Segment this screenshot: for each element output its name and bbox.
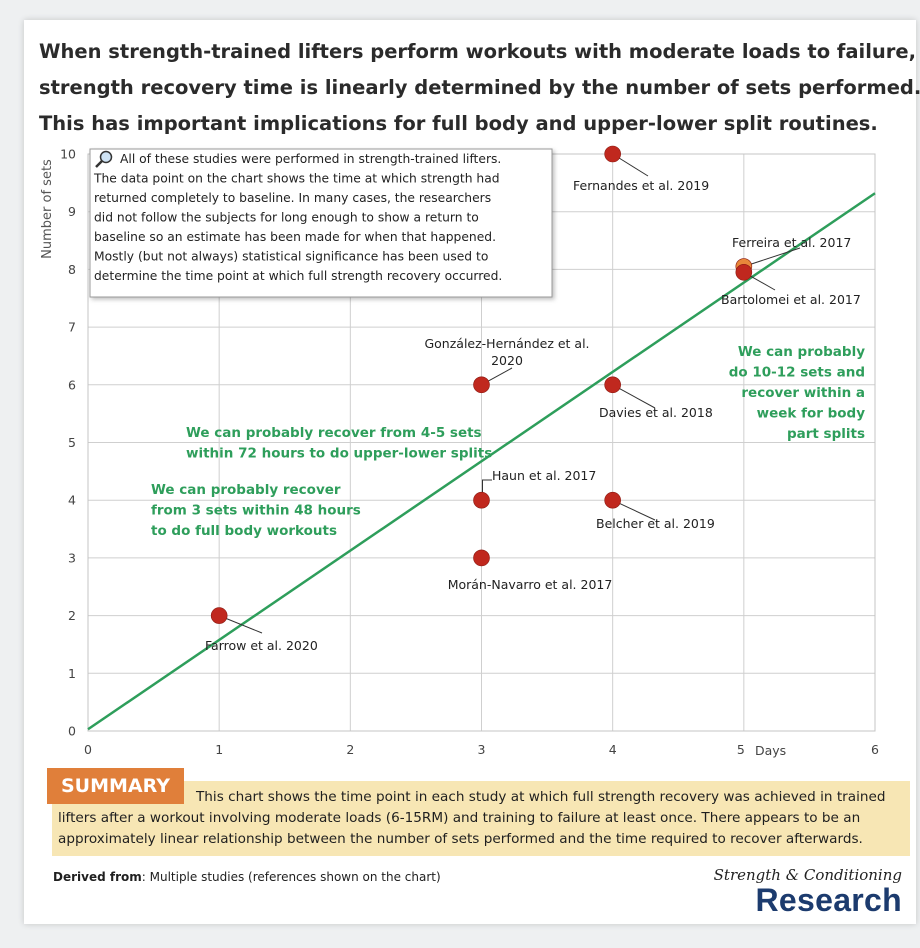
derived-from-label: Derived from [53,870,142,884]
recovery-annotation: to do full body workouts [151,523,337,539]
data-point [473,549,490,567]
trend-line [87,192,876,731]
x-tick-label: 2 [346,742,354,757]
note-text: determine the time point at which full s… [94,269,502,283]
leader-line [482,479,492,493]
y-tick-label: 7 [68,320,76,335]
point-label: Morán-Navarro et al. 2017 [448,577,613,592]
note-text: did not follow the subjects for long eno… [94,211,479,225]
x-tick-label: 6 [871,742,879,757]
recovery-annotation: We can probably recover [151,482,341,498]
recovery-annotation: do 10-12 sets and [729,365,865,381]
headline-line-3: This has important implications for full… [39,112,878,135]
headline-line-2: strength recovery time is linearly deter… [39,76,920,99]
recovery-annotation: We can probably [738,344,865,360]
summary-badge: SUMMARY [47,768,184,804]
point-label: Bartolomei et al. 2017 [721,292,861,307]
recovery-annotation: week for body [757,406,866,422]
recovery-annotation: within 72 hours to do upper-lower splits [186,446,492,462]
headline-line-1: When strength-trained lifters perform wo… [39,40,917,63]
note-text: All of these studies were performed in s… [120,152,501,166]
x-tick-label: 0 [84,742,92,757]
summary-box [52,781,910,856]
note-text: Mostly (but not always) statistical sign… [94,250,488,264]
headline: When strength-trained lifters perform wo… [39,34,920,142]
note-text: returned completely to baseline. In many… [94,191,491,205]
magnifier-icon [95,150,113,168]
y-tick-label: 4 [68,493,76,508]
y-tick-label: 5 [68,435,76,450]
point-label: Belcher et al. 2019 [596,516,715,531]
derived-from-text: : Multiple studies (references shown on … [141,870,441,884]
y-tick-label: 2 [68,608,76,623]
x-tick-label: 3 [478,742,486,757]
note-text: The data point on the chart shows the ti… [93,172,500,186]
data-point [473,491,490,509]
summary-line-2: lifters after a workout involving modera… [58,810,861,826]
y-tick-label: 10 [60,147,76,162]
point-label: Ferreira et al. 2017 [732,235,851,250]
point-label: 2020 [491,353,523,368]
y-tick-label: 9 [68,204,76,219]
y-tick-label: 6 [68,377,76,392]
summary-line-3: approximately linear relationship betwee… [58,831,863,847]
logo-script: Strength & Conditioning [713,866,902,884]
point-label: Farrow et al. 2020 [205,638,318,653]
brand-logo: Strength & Conditioning Research [714,866,910,920]
recovery-annotation: part splits [787,426,865,442]
data-point [210,607,228,624]
data-point [604,491,621,509]
y-axis-label: Number of sets [40,159,55,259]
recovery-annotation: recover within a [741,385,865,401]
data-point [735,263,753,281]
point-label: Davies et al. 2018 [599,405,713,420]
magnifier-lens [99,150,113,164]
note-text: baseline so an estimate has been made fo… [94,230,496,244]
x-axis-label: Days [755,743,786,758]
x-tick-label: 1 [215,742,223,757]
derived-from: Derived from: Multiple studies (referenc… [53,870,441,884]
note-box [89,148,553,298]
summary-line-1: This chart shows the time point in each … [196,789,886,805]
data-point [604,145,621,163]
x-tick-label: 5 [737,742,745,757]
point-label: González-Hernández et al. [424,336,589,351]
point-label: Haun et al. 2017 [492,468,596,483]
magnifier-handle [95,160,103,168]
y-tick-label: 8 [68,262,76,277]
logo-word: Research [755,882,902,918]
leader-line [743,247,801,267]
y-tick-label: 0 [68,724,76,739]
y-tick-label: 3 [68,550,76,565]
recovery-annotation: from 3 sets within 48 hours [151,503,361,519]
data-point [473,376,490,394]
x-tick-label: 4 [609,742,617,757]
point-label: Fernandes et al. 2019 [573,178,709,193]
y-tick-label: 1 [68,666,76,681]
recovery-annotation: We can probably recover from 4-5 sets [186,425,482,441]
summary-text: This chart shows the time point in each … [58,787,910,850]
data-point [604,376,621,394]
